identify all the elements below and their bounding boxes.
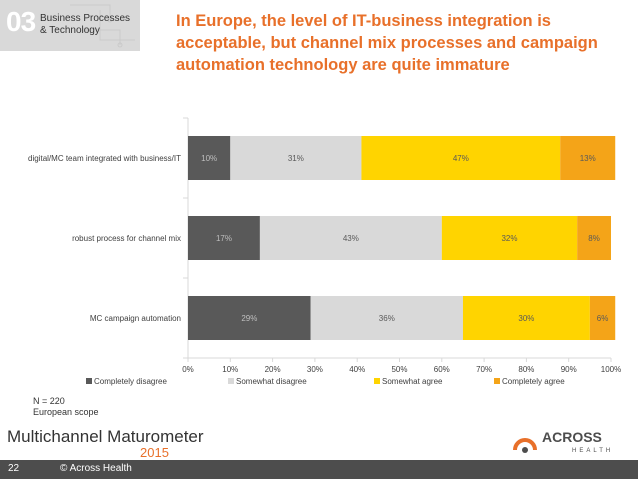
- page-title-line1: In Europe, the level of IT-business inte…: [176, 12, 551, 30]
- data-label: 8%: [588, 234, 600, 243]
- legend-label: Somewhat disagree: [236, 377, 307, 386]
- category-label: robust process for channel mix: [72, 234, 181, 243]
- data-label: 43%: [343, 234, 359, 243]
- legend-label: Completely agree: [502, 377, 565, 386]
- data-label: 29%: [241, 314, 257, 323]
- across-health-logo: ACROSS HEALTH: [513, 429, 613, 454]
- data-label: 17%: [216, 234, 232, 243]
- x-tick-label: 90%: [561, 365, 577, 374]
- data-label: 10%: [201, 154, 217, 163]
- data-label: 36%: [379, 314, 395, 323]
- bar-segment: [589, 296, 616, 340]
- legend-swatch: [374, 378, 380, 384]
- x-tick-label: 70%: [476, 365, 492, 374]
- logo-arc-icon: [513, 438, 537, 451]
- section-name: Business Processes & Technology: [40, 13, 130, 37]
- data-label: 32%: [501, 234, 517, 243]
- bar-segment: [560, 136, 616, 180]
- logo-subtext: HEALTH: [572, 448, 613, 454]
- page-number: 22: [8, 463, 20, 474]
- page-title: In Europe, the level of IT-business inte…: [176, 10, 626, 76]
- logo-text: ACROSS: [542, 429, 602, 445]
- bar-segment: [188, 136, 231, 180]
- section-name-line2: & Technology: [40, 25, 100, 36]
- bar-segment: [259, 216, 442, 260]
- x-tick-label: 80%: [518, 365, 534, 374]
- legend-swatch: [86, 378, 92, 384]
- x-tick-label: 20%: [265, 365, 281, 374]
- bar-segment: [230, 136, 362, 180]
- bar-segment: [310, 296, 463, 340]
- x-tick-label: 50%: [391, 365, 407, 374]
- page-title-line3: automation technology are quite immature: [176, 56, 510, 74]
- bar-segment: [188, 216, 260, 260]
- x-tick-label: 10%: [222, 365, 238, 374]
- legend-swatch: [494, 378, 500, 384]
- x-tick-label: 40%: [349, 365, 365, 374]
- sample-size: N = 220: [33, 396, 65, 406]
- x-tick-label: 30%: [307, 365, 323, 374]
- category-label: digital/MC team integrated with business…: [28, 154, 181, 163]
- bar-segment: [441, 216, 578, 260]
- data-label: 6%: [597, 314, 609, 323]
- copyright: © Across Health: [60, 463, 132, 474]
- bar-segment: [577, 216, 611, 260]
- x-tick-label: 60%: [434, 365, 450, 374]
- legend-label: Completely disagree: [94, 377, 167, 386]
- data-label: 47%: [453, 154, 469, 163]
- footer-bar: 22 © Across Health: [0, 460, 638, 479]
- x-tick-label: 100%: [601, 365, 621, 374]
- bar-segment: [361, 136, 561, 180]
- sample-scope: European scope: [33, 407, 99, 417]
- sample-note: N = 220 European scope: [33, 396, 99, 418]
- stacked-bar-chart: 0% 10% 20% 30% 40% 50% 60% 70% 80% 90% 100% digital…: [28, 117, 621, 386]
- logo-dot-icon: [522, 447, 528, 453]
- section-tile: 03 Business Processes & Technology: [0, 0, 140, 51]
- data-label: 31%: [288, 154, 304, 163]
- section-number: 03: [6, 6, 36, 37]
- circuit-pattern-icon: [70, 4, 135, 48]
- brand-year: 2015: [140, 445, 169, 460]
- data-label: 30%: [518, 314, 534, 323]
- section-name-line1: Business Processes: [40, 13, 131, 24]
- bar-segment: [462, 296, 590, 340]
- bar-segment: [188, 296, 311, 340]
- category-label: MC campaign automation: [90, 314, 181, 323]
- page-title-line2: acceptable, but channel mix processes an…: [176, 34, 598, 52]
- x-tick-label: 0%: [182, 365, 194, 374]
- legend-label: Somewhat agree: [382, 377, 443, 386]
- brand-name: Multichannel Maturometer: [7, 427, 204, 446]
- data-label: 13%: [580, 154, 596, 163]
- legend-swatch: [228, 378, 234, 384]
